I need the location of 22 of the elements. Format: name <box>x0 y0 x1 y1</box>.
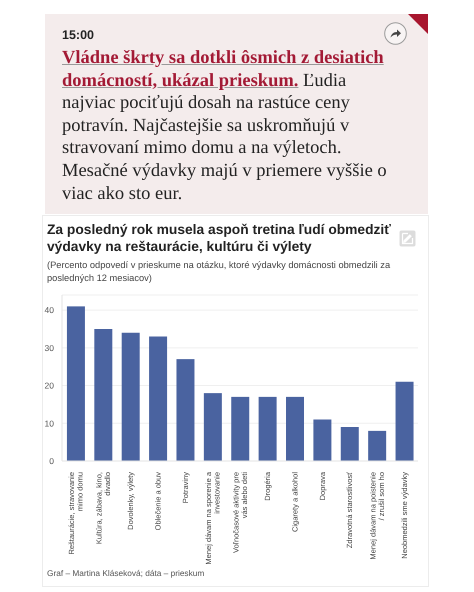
y-tick-label: 0 <box>49 456 54 466</box>
bar <box>340 427 359 461</box>
bar <box>122 332 140 461</box>
y-tick-label: 40 <box>44 305 54 316</box>
y-tick-label: 10 <box>44 418 54 428</box>
chart-title: Za posledný rok musela aspoň tretina ľudí obmedziť výdavky na reštaurácie, kultúru či výlety <box>47 221 392 255</box>
text: 15:00 <box>62 28 94 42</box>
bar <box>368 430 386 461</box>
bar <box>258 396 277 461</box>
text: Graf – Martina Kláseková; dáta – prieskum <box>47 568 204 578</box>
bar <box>149 336 168 461</box>
bar <box>396 382 414 461</box>
bar <box>176 359 194 461</box>
bar <box>94 328 112 461</box>
bar <box>66 306 85 461</box>
bar <box>286 396 304 461</box>
bar <box>204 393 222 461</box>
y-tick-label: 30 <box>44 342 54 353</box>
y-tick-label: 20 <box>44 380 54 391</box>
chart-subtitle: (Percento odpovedí v prieskume na otázku, ktoré výdavky domácnosti obmedzili za posledných 12 mesiacov) <box>47 259 392 284</box>
bar <box>313 420 332 461</box>
bar <box>231 396 250 461</box>
